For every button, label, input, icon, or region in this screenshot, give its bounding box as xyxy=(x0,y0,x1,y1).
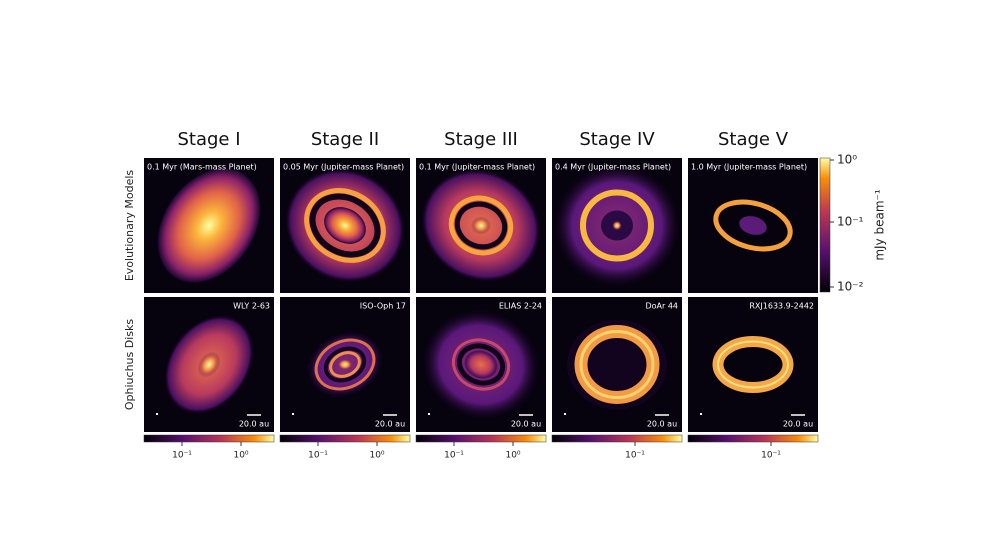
image-panel xyxy=(144,297,274,432)
image-panel xyxy=(552,158,682,293)
scale-label: 20.0 au xyxy=(647,420,677,429)
colorbar-tick-label: 10⁻¹ xyxy=(837,215,864,229)
colorbar xyxy=(279,434,411,443)
disk-name: RXJ1633.9-2442 xyxy=(749,302,814,311)
disk-ring xyxy=(456,343,506,386)
disk-ring xyxy=(304,188,386,263)
disk-name: WLY 2-63 xyxy=(233,302,270,311)
image-panel xyxy=(688,158,818,293)
disk-name: ISO-Oph 17 xyxy=(360,302,406,311)
disk-emission xyxy=(324,207,366,244)
disk-ring xyxy=(579,330,655,399)
image-panel xyxy=(280,158,410,293)
image-panel xyxy=(552,297,682,432)
disk-ring xyxy=(314,338,376,391)
image-panel xyxy=(416,297,546,432)
disk-ring xyxy=(323,346,367,383)
image-panel xyxy=(688,297,818,432)
image-panel xyxy=(416,158,546,293)
stage-title: Stage IV xyxy=(579,129,655,150)
colorbar-tick-label: 10⁰ xyxy=(233,451,248,461)
disk-emission xyxy=(464,350,498,379)
disk-ring xyxy=(580,189,654,262)
disk-ring xyxy=(329,351,361,378)
colorbar xyxy=(143,434,275,443)
row-label: Evolutionary Models xyxy=(123,170,136,282)
colorbar-tick-label: 10⁰ xyxy=(505,451,520,461)
panel-background xyxy=(688,297,818,432)
model-label: 0.4 Myr (Jupiter-mass Planet) xyxy=(555,163,671,172)
stage-title: Stage II xyxy=(311,129,379,150)
stage-title: Stage III xyxy=(444,129,518,150)
disk-ring xyxy=(448,195,514,256)
disk-emission xyxy=(157,168,261,283)
scale-label: 20.0 au xyxy=(783,420,813,429)
colorbar xyxy=(819,157,831,293)
disk-name: DoAr 44 xyxy=(645,302,678,311)
disk-emission xyxy=(337,358,353,371)
colorbar-label: mJy beam⁻¹ xyxy=(873,189,887,261)
model-label: 0.1 Myr (Jupiter-mass Planet) xyxy=(419,163,535,172)
model-label: 1.0 Myr (Jupiter-mass Planet) xyxy=(691,163,807,172)
beam xyxy=(700,413,702,415)
colorbar-tick-label: 10⁻¹ xyxy=(625,451,645,461)
stage-title: Stage I xyxy=(177,129,240,150)
colorbar-tick-label: 10⁻¹ xyxy=(172,451,192,461)
disk-name: ELIAS 2-24 xyxy=(499,302,542,311)
disk-ring xyxy=(713,199,793,252)
colorbar-tick-label: 10⁰ xyxy=(369,451,384,461)
disk-ring xyxy=(309,193,381,258)
scale-label: 20.0 au xyxy=(511,420,541,429)
colorbar-tick-label: 10⁻² xyxy=(837,280,864,294)
colorbar xyxy=(551,434,683,443)
content: Stage I 0.1 Myr (Mars-mass Planet) WLY 2-6… xyxy=(123,129,887,461)
image-panel xyxy=(280,297,410,432)
beam xyxy=(156,413,158,415)
row-label: Ophiuchus Disks xyxy=(123,319,136,410)
colorbar-tick-label: 10⁻¹ xyxy=(761,451,781,461)
disk-emission xyxy=(612,220,622,231)
model-label: 0.05 Myr (Jupiter-mass Planet) xyxy=(283,163,404,172)
disk-ring xyxy=(454,201,508,250)
disk-emission xyxy=(739,216,767,235)
colorbar-tick-label: 10⁻¹ xyxy=(444,451,464,461)
beam xyxy=(292,413,294,415)
colorbar xyxy=(415,434,547,443)
disk-ring xyxy=(451,338,511,391)
model-label: 0.1 Myr (Mars-mass Planet) xyxy=(147,163,257,172)
disk-emission xyxy=(471,216,491,235)
disk-emission xyxy=(197,351,221,378)
scale-label: 20.0 au xyxy=(375,420,405,429)
stage-title: Stage V xyxy=(718,129,789,150)
colorbar-tick-label: 10⁻¹ xyxy=(308,451,328,461)
disk-ring xyxy=(717,340,789,389)
colorbar xyxy=(687,434,819,443)
colorbar-tick-label: 10⁰ xyxy=(837,153,857,167)
beam xyxy=(564,413,566,415)
beam xyxy=(428,413,430,415)
scale-label: 20.0 au xyxy=(239,420,269,429)
image-panel xyxy=(144,158,274,293)
